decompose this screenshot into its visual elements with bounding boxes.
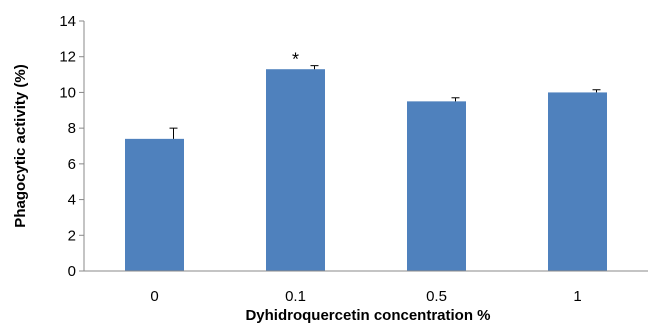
bars xyxy=(125,69,607,271)
x-tick-label: 0 xyxy=(150,288,158,305)
bar-1 xyxy=(548,92,607,271)
bar-0 xyxy=(125,138,184,271)
y-tick-label: 2 xyxy=(68,227,76,244)
significance-marker: * xyxy=(292,50,299,70)
error-bar-0 xyxy=(169,127,178,139)
bar-0.5 xyxy=(407,101,466,271)
y-tick-label: 14 xyxy=(59,13,76,30)
y-axis-title: Phagocytic activity (%) xyxy=(12,64,29,227)
y-tick-label: 0 xyxy=(68,263,76,280)
bar-0.1 xyxy=(266,69,325,271)
y-tick-label: 12 xyxy=(59,49,76,66)
error-bar-0.1 xyxy=(310,65,319,70)
x-tick-label: 1 xyxy=(573,288,581,305)
annotations: * xyxy=(292,50,299,70)
y-tick-label: 10 xyxy=(59,84,76,101)
error-bar-1 xyxy=(592,89,601,93)
error-bar-0.5 xyxy=(451,97,460,102)
y-axis-ticks: 0 2 4 6 8 10 12 14 xyxy=(59,13,84,280)
x-tick-label: 0.5 xyxy=(426,288,447,305)
x-tick-label: 0.1 xyxy=(285,288,306,305)
y-tick-label: 6 xyxy=(68,156,76,173)
y-tick-label: 8 xyxy=(68,120,76,137)
x-axis-title: Dyhidroquercetin concentration % xyxy=(245,307,490,324)
x-axis-ticks: 0 0.1 0.5 1 xyxy=(150,288,581,305)
y-tick-label: 4 xyxy=(68,192,76,209)
error-bars xyxy=(169,65,601,139)
